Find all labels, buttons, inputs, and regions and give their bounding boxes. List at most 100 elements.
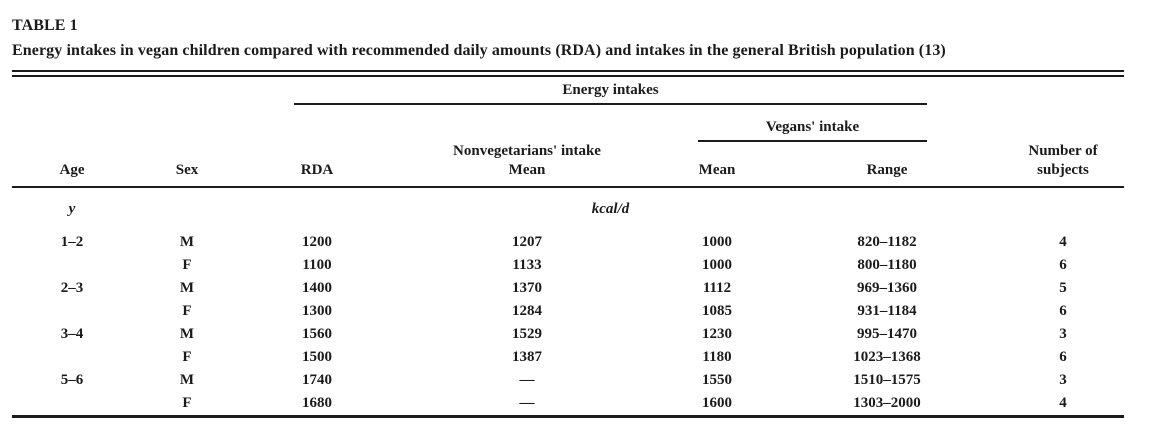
header-spacer — [12, 77, 242, 105]
cell-subjects: 3 — [1059, 326, 1067, 342]
table-body: y kcal/d 1–2 M 1200 1207 1000 820–1182 4… — [12, 187, 1124, 417]
cell-subjects: 6 — [1059, 349, 1067, 365]
table-row: 2–3 M 1400 1370 1112 969–1360 5 — [12, 277, 1124, 300]
cell-nonveg-mean: 1207 — [512, 234, 542, 250]
cell-rda: 1560 — [302, 326, 332, 342]
unit-age: y — [68, 201, 76, 217]
table-row: 3–4 M 1560 1529 1230 995–1470 3 — [12, 323, 1124, 346]
header-spacer — [12, 105, 662, 142]
cell-subjects: 4 — [1059, 234, 1067, 250]
cell-nonveg-mean: 1529 — [512, 326, 542, 342]
table-caption-block: TABLE 1 Energy intakes in vegan children… — [12, 13, 1124, 63]
cell-vegan-mean: 1085 — [702, 303, 732, 319]
header-nonvegetarians-line1: Nonvegetarians' intake — [453, 143, 601, 159]
unit-energy-label: kcal/d — [591, 201, 630, 217]
cell-sex: M — [179, 372, 195, 388]
cell-age — [12, 392, 132, 417]
header-subjects-line1: Number of — [1028, 143, 1098, 159]
cell-vegan-range: 1023–1368 — [853, 349, 921, 365]
table-row: F 1680 — 1600 1303–2000 4 — [12, 392, 1124, 417]
header-nonvegetarians-line2: Mean — [508, 162, 546, 178]
unit-energy: kcal/d — [242, 187, 1002, 220]
cell-vegan-range: 931–1184 — [857, 303, 917, 319]
header-rda: RDA — [242, 142, 392, 188]
spacer-cell — [12, 220, 1124, 231]
cell-vegan-mean: 1000 — [702, 257, 732, 273]
cell-age: 5–6 — [60, 372, 84, 388]
header-energy-intakes: Energy intakes — [242, 77, 1002, 105]
cell-age: 3–4 — [60, 326, 84, 342]
cell-subjects: 6 — [1059, 257, 1067, 273]
cell-rda: 1740 — [302, 372, 332, 388]
cell-subjects: 6 — [1059, 303, 1067, 319]
cell-sex: M — [179, 326, 195, 342]
cell-subjects: 3 — [1059, 372, 1067, 388]
table-label: TABLE 1 — [12, 17, 78, 34]
table-caption: Energy intakes in vegan children compare… — [12, 42, 946, 59]
cell-sex: F — [182, 395, 192, 411]
header-row-vegans-group: Vegans' intake — [12, 105, 1124, 142]
cell-sex: M — [179, 234, 195, 250]
header-sex: Sex — [132, 142, 242, 188]
cell-nonveg-mean: 1284 — [512, 303, 542, 319]
header-spacer — [1002, 105, 1124, 142]
vegans-group-label: Vegans' intake — [698, 119, 928, 142]
unit-spacer — [132, 187, 242, 220]
table-row: F 1300 1284 1085 931–1184 6 — [12, 300, 1124, 323]
cell-vegan-range: 1510–1575 — [853, 372, 921, 388]
cell-nonveg-mean: 1370 — [512, 280, 542, 296]
table-row: F 1100 1133 1000 800–1180 6 — [12, 254, 1124, 277]
header-spacer — [1002, 77, 1124, 105]
cell-vegan-mean: 1112 — [702, 280, 732, 296]
table-row: 1–2 M 1200 1207 1000 820–1182 4 — [12, 231, 1124, 254]
cell-vegan-mean: 1600 — [702, 395, 732, 411]
cell-rda: 1400 — [302, 280, 332, 296]
unit-spacer — [1002, 187, 1124, 220]
energy-intakes-table: Energy intakes Vegans' intake Age Sex RD… — [12, 77, 1125, 418]
cell-age: 1–2 — [60, 234, 84, 250]
cell-rda: 1500 — [302, 349, 332, 365]
table-row: 5–6 M 1740 — 1550 1510–1575 3 — [12, 369, 1124, 392]
cell-age — [12, 300, 132, 323]
cell-subjects: 4 — [1059, 395, 1067, 411]
header-nonvegetarians-intake: Nonvegetarians' intake Mean — [392, 142, 662, 188]
cell-vegan-mean: 1180 — [702, 349, 732, 365]
table-row: F 1500 1387 1180 1023–1368 6 — [12, 346, 1124, 369]
units-row: y kcal/d — [12, 187, 1124, 220]
header-row-columns: Age Sex RDA Nonvegetarians' intake Mean … — [12, 142, 1125, 188]
cell-age — [12, 254, 132, 277]
cell-nonveg-mean: 1387 — [512, 349, 542, 365]
cell-rda: 1300 — [302, 303, 332, 319]
cell-vegan-range: 995–1470 — [857, 326, 917, 342]
cell-sex: F — [182, 257, 192, 273]
cell-rda: 1200 — [302, 234, 332, 250]
header-row-energy-group: Energy intakes — [12, 77, 1124, 105]
cell-rda: 1680 — [302, 395, 332, 411]
cell-sex: M — [179, 280, 195, 296]
spacer-row — [12, 220, 1124, 231]
cell-nonveg-mean: 1133 — [512, 257, 542, 273]
cell-nonveg-mean: — — [519, 395, 535, 411]
cell-rda: 1100 — [302, 257, 332, 273]
cell-sex: F — [182, 303, 192, 319]
header-age: Age — [12, 142, 132, 188]
cell-vegan-range: 820–1182 — [857, 234, 917, 250]
cell-age: 2–3 — [60, 280, 84, 296]
header-vegan-mean: Mean — [662, 142, 772, 188]
header-vegans-intake: Vegans' intake — [662, 105, 1002, 142]
paper-page: TABLE 1 Energy intakes in vegan children… — [12, 13, 1125, 418]
cell-age — [12, 346, 132, 369]
cell-vegan-range: 969–1360 — [857, 280, 917, 296]
cell-subjects: 5 — [1059, 280, 1067, 296]
cell-sex: F — [182, 349, 192, 365]
cell-vegan-range: 800–1180 — [857, 257, 917, 273]
cell-vegan-range: 1303–2000 — [853, 395, 921, 411]
header-vegan-range: Range — [772, 142, 1003, 188]
header-number-of-subjects: Number of subjects — [1002, 142, 1125, 188]
header-subjects-line2: subjects — [1037, 162, 1089, 178]
double-rule — [12, 70, 1124, 77]
cell-nonveg-mean: — — [519, 372, 535, 388]
energy-group-label: Energy intakes — [294, 82, 928, 105]
cell-vegan-mean: 1230 — [702, 326, 732, 342]
cell-vegan-mean: 1000 — [702, 234, 732, 250]
